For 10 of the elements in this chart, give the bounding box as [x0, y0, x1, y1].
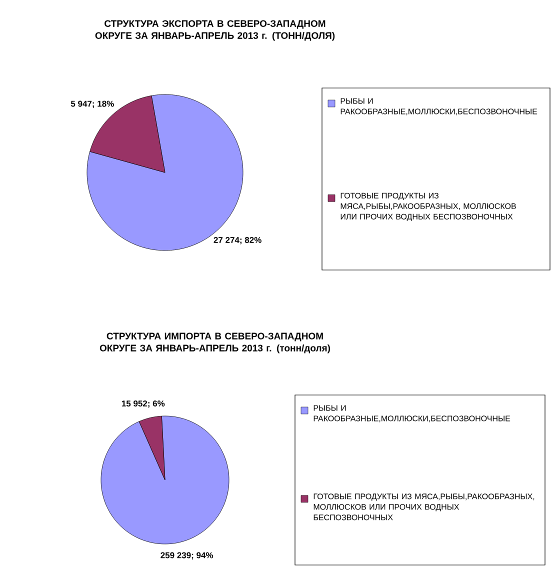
legend-label: РЫБЫ И РАКООБРАЗНЫЕ,МОЛЛЮСКИ,БЕСПОЗВОНОЧНЫЕ: [314, 405, 510, 422]
legend-label: ГОТОВЫЕ ПРОДУКТЫ ИЗ МЯСА,РЫБЫ,РАКООБРАЗНЫХ, МОЛЛЮСКОВ ИЛИ ПРОЧИХ ВОДНЫХ БЕСПОЗВОНОЧНЫХ: [340, 192, 516, 222]
legend-label: РЫБЫ И РАКООБРАЗНЫЕ,МОЛЛЮСКИ,БЕСПОЗВОНОЧНЫЕ: [340, 98, 538, 116]
chart-title: СТРУКТУРА ИМПОРТА В СЕВЕРО-ЗАПАДНОМ ОКРУГЕ ЗА ЯНВАРЬ-АПРЕЛЬ 2013 г. (тонн/доля): [100, 332, 330, 354]
data-label: 259 239; 94%: [160, 552, 214, 560]
data-label: 5 947; 18%: [70, 100, 114, 108]
legend-label: ГОТОВЫЕ ПРОДУКТЫ ИЗ МЯСА,РЫБЫ,РАКООБРАЗНЫХ, МОЛЛЮСКОВ ИЛИ ПРОЧИХ ВОДНЫХ БЕСПОЗВОНОЧНЫХ: [314, 494, 534, 520]
chart-title: СТРУКТУРА ЭКСПОРТА В СЕВЕРО-ЗАПАДНОМ ОКРУГЕ ЗА ЯНВАРЬ-АПРЕЛЬ 2013 г. (ТОНН/ДОЛЯ): [95, 20, 335, 41]
data-label: 15 952; 6%: [122, 400, 165, 408]
data-label: 27 274; 82%: [214, 237, 262, 244]
